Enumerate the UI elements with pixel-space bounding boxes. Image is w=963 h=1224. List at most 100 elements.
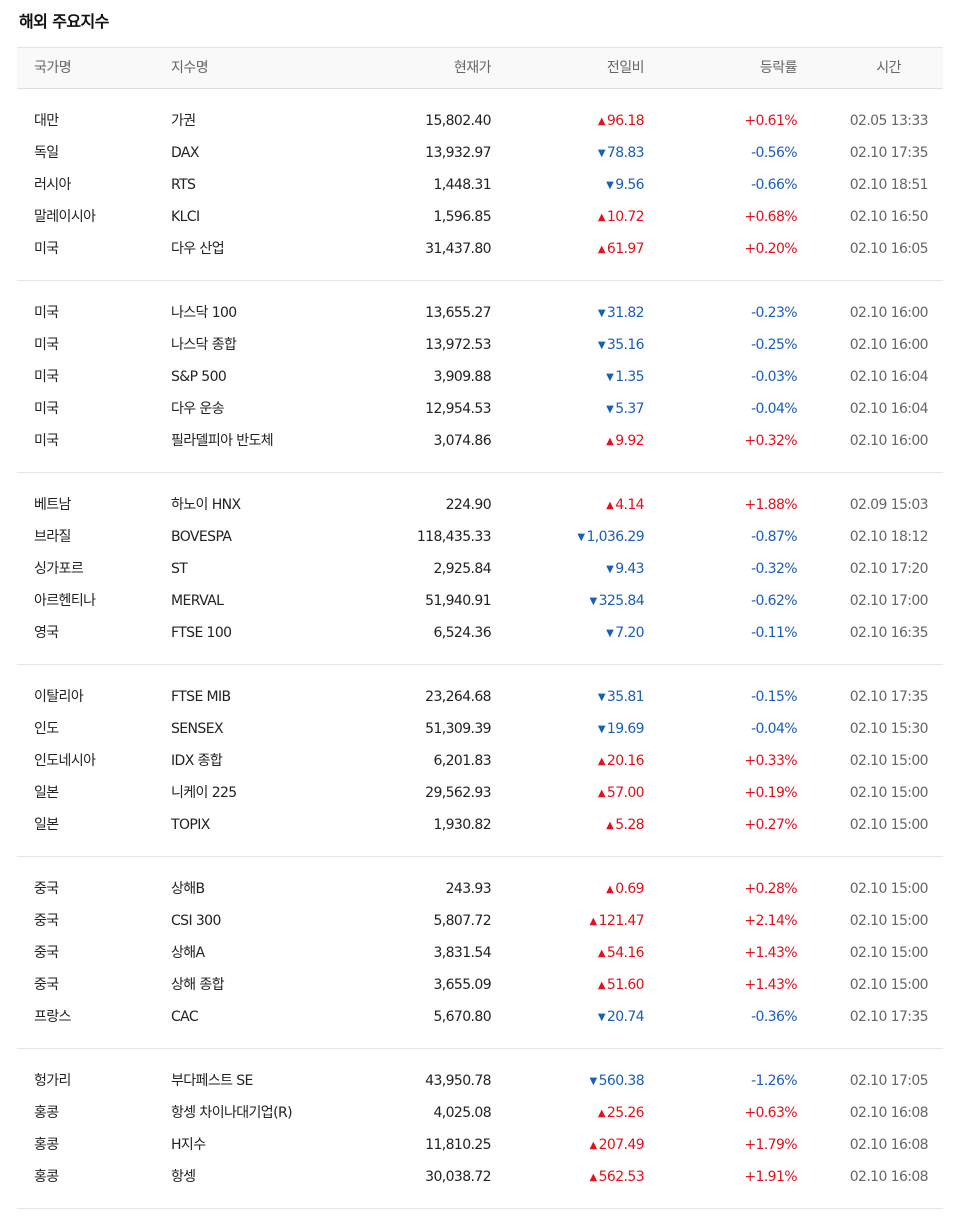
change-amount: 54.16 <box>606 945 645 961</box>
change-amount: 20.16 <box>606 753 645 769</box>
table-row[interactable]: 미국 다우 산업 31,437.80 ▲ 61.97 +0.20% 02.10 16:05 <box>17 233 943 265</box>
index-name-link[interactable]: 나스닥 100 <box>171 305 237 321</box>
country-name: 베트남 <box>34 497 71 513</box>
table-row[interactable]: 이탈리아 FTSE MIB 23,264.68 ▼ 35.81 -0.15% 02.10 1… <box>17 681 943 713</box>
table-row[interactable]: 인도네시아 IDX 종합 6,201.83 ▲ 20.16 +0.33% 02.10 15:… <box>17 745 943 777</box>
index-name-link[interactable]: 상해 종합 <box>171 977 225 993</box>
quote-time: 02.10 16:00 <box>849 305 929 321</box>
table-row[interactable]: 일본 니케이 225 29,562.93 ▲ 57.00 +0.19% 02.10 15:0… <box>17 777 943 809</box>
change-value: ▲ 20.16 <box>597 745 645 779</box>
triangle-down-icon: ▼ <box>597 340 606 351</box>
table-row[interactable]: 홍콩 항셍 차이나대기업(R) 4,025.08 ▲ 25.26 +0.63% 02.10 … <box>17 1097 943 1129</box>
table-row[interactable]: 러시아 RTS 1,448.31 ▼ 9.56 -0.66% 02.10 18:51 <box>17 169 943 201</box>
index-name-link[interactable]: 다우 산업 <box>171 241 225 257</box>
change-rate: +1.79% <box>744 1137 797 1153</box>
change-amount: 9.92 <box>615 433 644 449</box>
change-rate: -0.36% <box>751 1009 798 1025</box>
table-row[interactable]: 말레이시아 KLCI 1,596.85 ▲ 10.72 +0.68% 02.10 16:50 <box>17 201 943 233</box>
table-row[interactable]: 미국 필라델피아 반도체 3,074.86 ▲ 9.92 +0.32% 02.10 16:0… <box>17 425 943 457</box>
index-name-link[interactable]: 상해A <box>171 945 205 961</box>
country-name: 영국 <box>34 625 59 641</box>
table-row[interactable]: 헝가리 부다페스트 SE 43,950.78 ▼ 560.38 -1.26% 02.10 1… <box>17 1065 943 1097</box>
change-value: ▼ 35.16 <box>597 329 645 363</box>
current-price: 5,670.80 <box>433 1009 491 1025</box>
table-row[interactable]: 홍콩 H지수 11,810.25 ▲ 207.49 +1.79% 02.10 16:08 <box>17 1129 943 1161</box>
triangle-down-icon: ▼ <box>589 596 598 607</box>
table-row[interactable]: 싱가포르 ST 2,925.84 ▼ 9.43 -0.32% 02.10 17:20 <box>17 553 943 585</box>
table-row[interactable]: 미국 다우 운송 12,954.53 ▼ 5.37 -0.04% 02.10 16:04 <box>17 393 943 425</box>
table-row[interactable]: 중국 CSI 300 5,807.72 ▲ 121.47 +2.14% 02.10 15:0… <box>17 905 943 937</box>
table-row[interactable]: 영국 FTSE 100 6,524.36 ▼ 7.20 -0.11% 02.10 16:35 <box>17 617 943 649</box>
change-value: ▲ 96.18 <box>597 105 645 139</box>
quote-time: 02.10 16:08 <box>849 1169 929 1185</box>
table-row[interactable]: 중국 상해 종합 3,655.09 ▲ 51.60 +1.43% 02.10 15:00 <box>17 969 943 1001</box>
table-row[interactable]: 미국 S&P 500 3,909.88 ▼ 1.35 -0.03% 02.10 16:04 <box>17 361 943 393</box>
country-name: 인도네시아 <box>34 753 96 769</box>
table-row[interactable]: 미국 나스닥 종합 13,972.53 ▼ 35.16 -0.25% 02.10 16:00 <box>17 329 943 361</box>
index-name-link[interactable]: S&P 500 <box>171 369 227 385</box>
table-row[interactable]: 브라질 BOVESPA 118,435.33 ▼ 1,036.29 -0.87% 02.10… <box>17 521 943 553</box>
country-name: 헝가리 <box>34 1073 71 1089</box>
change-value: ▲ 562.53 <box>590 1161 645 1195</box>
triangle-down-icon: ▼ <box>606 372 614 383</box>
change-rate: -0.66% <box>751 177 798 193</box>
triangle-up-icon: ▲ <box>597 980 606 991</box>
table-row[interactable]: 인도 SENSEX 51,309.39 ▼ 19.69 -0.04% 02.10 15:30 <box>17 713 943 745</box>
index-name-link[interactable]: FTSE MIB <box>171 689 231 705</box>
change-rate: +0.63% <box>744 1105 797 1121</box>
index-name-link[interactable]: SENSEX <box>171 721 224 737</box>
current-price: 3,074.86 <box>433 433 491 449</box>
current-price: 3,655.09 <box>433 977 491 993</box>
change-amount: 61.97 <box>606 241 645 257</box>
triangle-up-icon: ▲ <box>597 756 606 767</box>
change-value: ▲ 10.72 <box>598 201 645 235</box>
table-row[interactable]: 독일 DAX 13,932.97 ▼ 78.83 -0.56% 02.10 17:35 <box>17 137 943 169</box>
index-name-link[interactable]: CAC <box>171 1009 199 1025</box>
table-row[interactable]: 일본 TOPIX 1,930.82 ▲ 5.28 +0.27% 02.10 15:00 <box>17 809 943 841</box>
change-value: ▲ 54.16 <box>598 937 645 971</box>
index-name-link[interactable]: KLCI <box>171 209 200 225</box>
index-name-link[interactable]: BOVESPA <box>171 529 232 545</box>
index-name-link[interactable]: 항셍 <box>171 1169 196 1185</box>
triangle-up-icon: ▲ <box>597 116 606 127</box>
index-name-link[interactable]: RTS <box>171 177 196 193</box>
index-name-link[interactable]: 하노이 HNX <box>171 497 241 513</box>
change-value: ▲ 207.49 <box>590 1129 645 1163</box>
index-name-link[interactable]: 가권 <box>171 113 196 129</box>
change-amount: 4.14 <box>615 497 644 513</box>
index-name-link[interactable]: DAX <box>171 145 200 161</box>
triangle-up-icon: ▲ <box>597 1108 606 1119</box>
country-name: 홍콩 <box>34 1105 59 1121</box>
index-name-link[interactable]: CSI 300 <box>171 913 221 929</box>
change-value: ▲ 5.28 <box>606 809 644 843</box>
table-row[interactable]: 홍콩 항셍 30,038.72 ▲ 562.53 +1.91% 02.10 16:08 <box>17 1161 943 1193</box>
index-name-link[interactable]: MERVAL <box>171 593 224 609</box>
triangle-down-icon: ▼ <box>606 180 614 191</box>
index-name-link[interactable]: 상해B <box>171 881 205 897</box>
index-name-link[interactable]: 니케이 225 <box>171 785 237 801</box>
current-price: 13,655.27 <box>425 305 491 321</box>
row-group: 대만 가권 15,802.40 ▲ 96.18 +0.61% 02.05 13:33 독일 DA… <box>17 89 943 281</box>
table-row[interactable]: 중국 상해A 3,831.54 ▲ 54.16 +1.43% 02.10 15:00 <box>17 937 943 969</box>
index-name-link[interactable]: 부다페스트 SE <box>171 1073 253 1089</box>
change-value: ▼ 78.83 <box>598 137 645 171</box>
index-name-link[interactable]: 나스닥 종합 <box>171 337 237 353</box>
index-name-link[interactable]: ST <box>171 561 188 577</box>
index-name-link[interactable]: 항셍 차이나대기업(R) <box>171 1105 293 1121</box>
table-row[interactable]: 아르헨티나 MERVAL 51,940.91 ▼ 325.84 -0.62% 02.10 1… <box>17 585 943 617</box>
quote-time: 02.10 16:08 <box>849 1105 929 1121</box>
index-name-link[interactable]: IDX 종합 <box>171 753 223 769</box>
index-name-link[interactable]: 필라델피아 반도체 <box>171 433 274 449</box>
table-row[interactable]: 미국 나스닥 100 13,655.27 ▼ 31.82 -0.23% 02.10 16:0… <box>17 297 943 329</box>
table-row[interactable]: 프랑스 CAC 5,670.80 ▼ 20.74 -0.36% 02.10 17:35 <box>17 1001 943 1033</box>
index-name-link[interactable]: H지수 <box>171 1137 206 1153</box>
index-name-link[interactable]: FTSE 100 <box>171 625 232 641</box>
table-row[interactable]: 대만 가권 15,802.40 ▲ 96.18 +0.61% 02.05 13:33 <box>17 105 943 137</box>
table-row[interactable]: 중국 상해B 243.93 ▲ 0.69 +0.28% 02.10 15:00 <box>17 873 943 905</box>
current-price: 29,562.93 <box>425 785 491 801</box>
quote-time: 02.10 16:04 <box>849 369 929 385</box>
table-row[interactable]: 베트남 하노이 HNX 224.90 ▲ 4.14 +1.88% 02.09 15:03 <box>17 489 943 521</box>
index-name-link[interactable]: 다우 운송 <box>171 401 225 417</box>
index-name-link[interactable]: TOPIX <box>171 817 210 833</box>
country-name: 독일 <box>34 145 59 161</box>
